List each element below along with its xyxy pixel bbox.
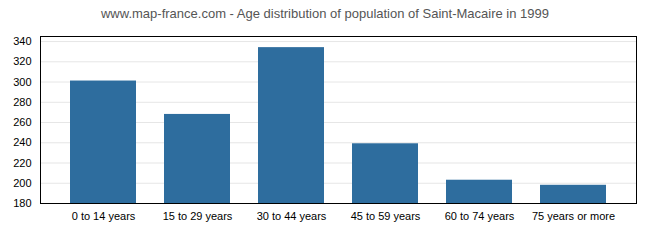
svg-text:300: 300	[13, 76, 31, 88]
svg-text:260: 260	[13, 116, 31, 128]
html-text:www.map-france.com - Age distr: www.map-france.com - Age distribution of…	[101, 6, 549, 21]
svg-text:75 years or more: 75 years or more	[532, 210, 615, 222]
svg-text:15 to 29 years: 15 to 29 years	[163, 210, 233, 222]
svg-text:320: 320	[13, 55, 31, 67]
svg-text:30 to 44 years: 30 to 44 years	[257, 210, 327, 222]
svg-text:240: 240	[13, 136, 31, 148]
svg-text:220: 220	[13, 157, 31, 169]
svg-text:0 to 14 years: 0 to 14 years	[72, 210, 136, 222]
svg-text:280: 280	[13, 96, 31, 108]
svg-text:45 to 59 years: 45 to 59 years	[351, 210, 421, 222]
svg-text:340: 340	[13, 35, 31, 47]
svg-text:200: 200	[13, 177, 31, 189]
svg-text:180: 180	[13, 197, 31, 209]
svg-text:60 to 74 years: 60 to 74 years	[445, 210, 515, 222]
